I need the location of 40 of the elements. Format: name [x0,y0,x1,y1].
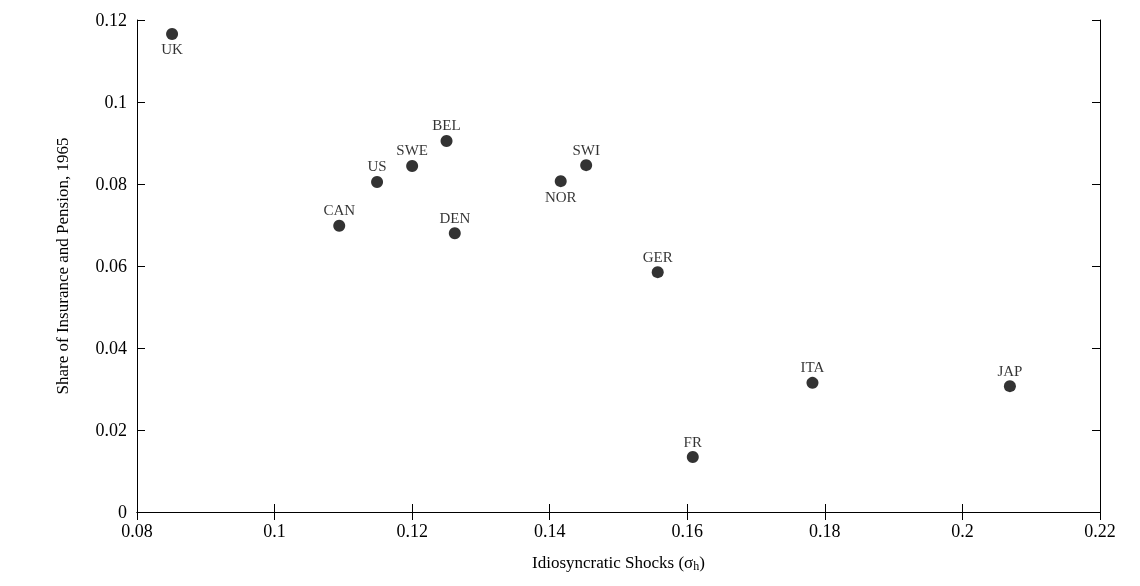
annotation: ITA [800,359,825,376]
point [333,219,346,232]
y-tick-label: 0.06 [95,256,127,276]
y-tick-label: 0 [118,502,127,522]
x-tick-label: 0.12 [396,521,428,541]
point [406,159,419,172]
annotation: NOR [544,188,577,205]
point [580,159,593,172]
x-tick-label: 0.18 [809,521,841,541]
point [448,227,461,240]
annotation: FR [683,433,702,450]
point [806,376,819,389]
x-tick-label: 0.22 [1084,521,1116,541]
annotation: JAP [997,362,1023,379]
y-tick-label: 0.1 [104,92,127,112]
point [554,175,567,188]
annotation: BEL [432,117,461,134]
annotation: SWE [396,142,428,159]
point [440,134,453,147]
y-tick-label: 0.08 [95,174,127,194]
annotation: US [367,158,387,175]
y-tick-label: 0.04 [95,338,127,358]
annotation: SWI [572,141,600,158]
y-tick-label: 0.12 [95,10,127,30]
x-tick-label: 0.08 [121,521,153,541]
annotation: GER [642,248,673,265]
x-tick-label: 0.2 [951,521,974,541]
point [371,175,384,188]
x-tick-label: 0.16 [671,521,704,541]
point [166,27,179,40]
annotation: CAN [323,202,356,219]
x-tick-label: 0.14 [533,521,566,541]
point [686,451,699,464]
y-tick-label: 0.02 [95,420,127,440]
annotation: UK [161,41,184,58]
x-tick-label: 0.1 [263,521,286,541]
point [1003,380,1016,393]
annotation: DEN [439,209,471,226]
y-axis-title: Share of Insurance and Pension, 1965 [53,137,72,395]
point [651,266,664,279]
